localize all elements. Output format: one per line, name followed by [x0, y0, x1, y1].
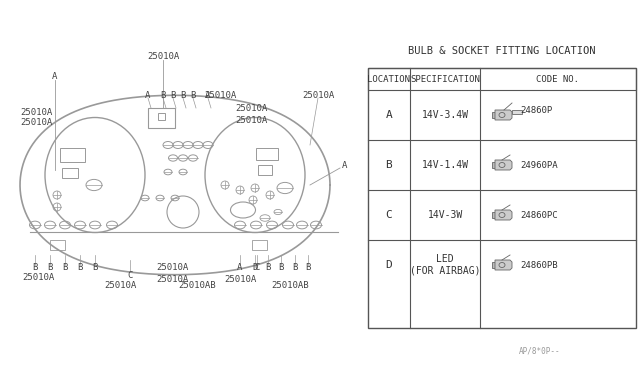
Text: B: B	[305, 263, 310, 273]
Text: B: B	[292, 263, 298, 273]
Text: B: B	[386, 160, 392, 170]
Text: 25010A: 25010A	[235, 115, 268, 125]
Text: C: C	[127, 270, 132, 279]
Text: A: A	[205, 90, 211, 99]
Text: A: A	[145, 90, 150, 99]
Text: LOCATION: LOCATION	[367, 74, 410, 83]
Text: LED
(FOR AIRBAG): LED (FOR AIRBAG)	[410, 254, 480, 276]
Text: 24960PA: 24960PA	[520, 160, 557, 170]
Bar	[368, 68, 636, 90]
Text: B: B	[190, 90, 196, 99]
Text: C: C	[254, 263, 260, 273]
Text: 14V-1.4W: 14V-1.4W	[422, 160, 468, 170]
Polygon shape	[495, 210, 512, 220]
Text: B: B	[180, 90, 186, 99]
Bar	[368, 68, 636, 328]
Text: 25010A: 25010A	[22, 273, 54, 282]
Text: B: B	[62, 263, 68, 273]
Text: B: B	[32, 263, 38, 273]
Text: AP/8*0P--: AP/8*0P--	[519, 347, 561, 356]
Text: C: C	[386, 210, 392, 220]
Polygon shape	[492, 162, 495, 168]
Text: 24860PB: 24860PB	[520, 260, 557, 269]
Polygon shape	[495, 260, 512, 270]
Polygon shape	[512, 110, 522, 114]
Polygon shape	[492, 212, 495, 218]
Text: 25010A: 25010A	[224, 276, 256, 285]
Polygon shape	[495, 110, 512, 120]
Text: A: A	[52, 71, 58, 80]
Text: SPECIFICATION: SPECIFICATION	[410, 74, 480, 83]
Text: 25010A: 25010A	[20, 118, 52, 126]
Polygon shape	[492, 262, 495, 268]
Text: A: A	[342, 160, 348, 170]
Text: B: B	[266, 263, 271, 273]
Text: D: D	[252, 263, 258, 273]
Text: B: B	[92, 263, 98, 273]
Polygon shape	[492, 112, 495, 118]
Text: 25010A: 25010A	[104, 280, 136, 289]
Text: 24860P: 24860P	[520, 106, 552, 115]
Text: B: B	[77, 263, 83, 273]
Text: 25010AB: 25010AB	[178, 280, 216, 289]
Text: 14V-3.4W: 14V-3.4W	[422, 110, 468, 120]
Text: 25010A: 25010A	[156, 276, 188, 285]
Text: A: A	[237, 263, 243, 273]
Text: 25010A: 25010A	[147, 51, 179, 61]
Text: 25010A: 25010A	[204, 90, 236, 99]
Text: B: B	[47, 263, 52, 273]
Text: 24860PC: 24860PC	[520, 211, 557, 219]
Polygon shape	[495, 160, 512, 170]
Text: 25010A: 25010A	[156, 263, 188, 273]
Text: A: A	[386, 110, 392, 120]
Text: CODE NO.: CODE NO.	[536, 74, 579, 83]
Text: 14V-3W: 14V-3W	[428, 210, 463, 220]
Text: 25010A: 25010A	[302, 90, 334, 99]
Text: B: B	[278, 263, 284, 273]
Text: D: D	[386, 260, 392, 270]
Text: 25010A: 25010A	[235, 103, 268, 112]
Text: BULB & SOCKET FITTING LOCATION: BULB & SOCKET FITTING LOCATION	[408, 46, 596, 56]
Text: B: B	[160, 90, 166, 99]
Text: 25010A: 25010A	[20, 108, 52, 116]
Text: 25010AB: 25010AB	[271, 280, 309, 289]
Text: B: B	[170, 90, 176, 99]
